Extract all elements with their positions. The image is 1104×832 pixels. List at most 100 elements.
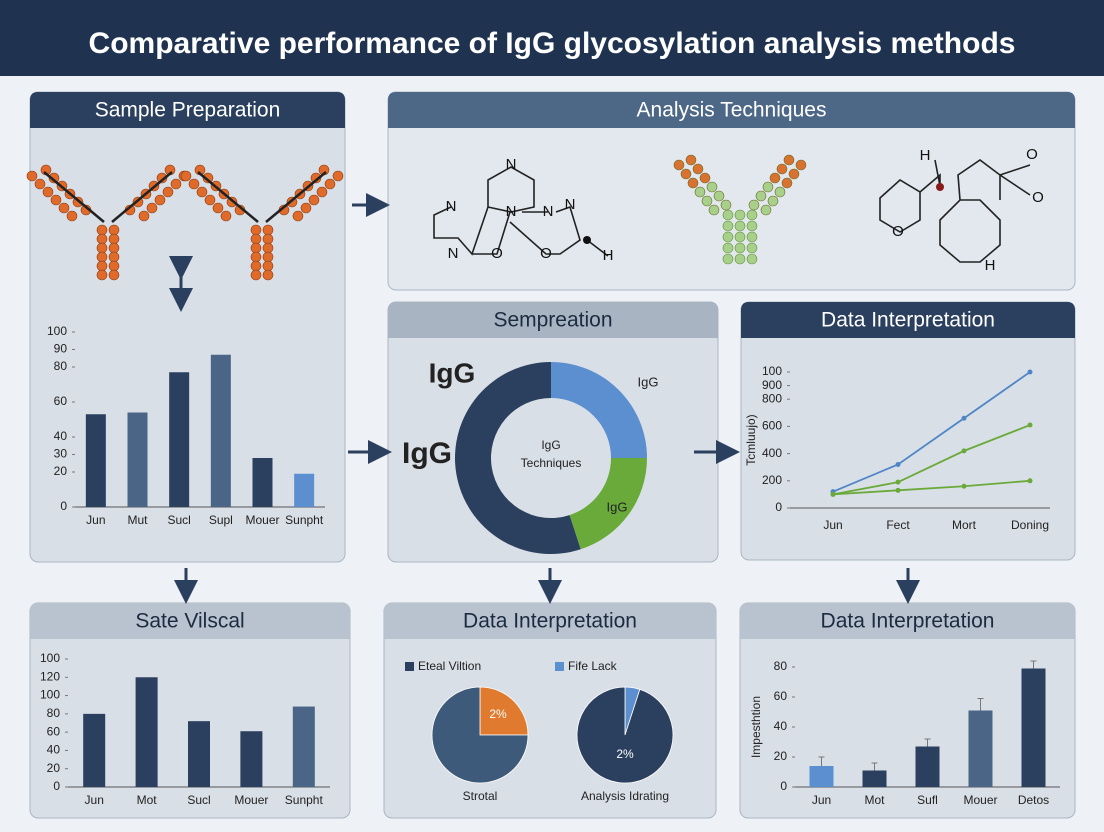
y-tick-label: 40 [774,719,788,733]
antibody-bead [96,233,108,245]
x-tick-label: Sunpht [285,513,324,527]
point [961,448,967,454]
line [832,424,1031,496]
point [895,487,901,493]
antibody-bead [138,210,150,222]
antibody-bead [699,172,711,184]
y-tick-label: 60 [47,724,61,738]
panel-title: Data Interpretation [463,610,637,633]
antibody-bead [722,231,734,243]
pie-slice [479,686,529,736]
y-tick-label: 60 [774,689,788,703]
bar [1021,668,1046,787]
bar [85,414,106,507]
legend-swatch [405,662,414,671]
pie-annotation: 2% [616,747,634,761]
x-tick-label: Mort [952,518,977,532]
antibody-bead [262,260,274,272]
antibody-bead [96,251,108,263]
antibody-bead [250,260,262,272]
antibody-bead [188,178,200,190]
y-tick-label: 20 [54,464,68,478]
x-tick-label: Jun [85,793,104,807]
antibody-bead [154,194,166,206]
panel-header [388,92,1075,128]
antibody-bead [722,242,734,254]
legend-label: Eteal Viltion [418,659,481,673]
antibody-bead [202,172,214,184]
x-tick-label: Sufl [917,793,938,807]
antibody-bead [762,181,774,193]
antibody-bead [96,242,108,254]
y-tick-label: 20 [774,749,788,763]
panel-header [30,92,345,128]
x-tick-label: Mouer [234,793,268,807]
error-bar [871,762,878,771]
page-title: Comparative performance of IgG glycosyla… [89,27,1016,60]
antibody-bead [701,195,713,207]
antibody [673,154,807,265]
point [830,491,836,497]
panel-title: Sate Vilscal [135,610,244,633]
antibody-bead [776,163,788,175]
x-tick-label: Fect [886,518,910,532]
antibody-bead [26,170,38,182]
pie-label: Strotal [463,789,498,803]
antibody-bead [156,172,168,184]
antibody-bead [262,269,274,281]
atom: O [491,245,503,262]
antibody-bead [250,251,262,263]
x-tick-label: Mot [137,793,158,807]
antibody-bead [680,168,692,180]
flow-arrows [169,193,920,604]
antibody-bead [300,202,312,214]
antibody-chain [111,171,173,223]
antibody-bead [262,242,274,254]
error-bar [1030,660,1037,669]
panel-header [384,603,716,639]
atom: N [506,203,517,220]
antibody-bead [324,178,336,190]
antibody-bead [308,194,320,206]
point [961,483,967,489]
bar [127,412,148,507]
antibody-bead [722,209,734,221]
pie-slice [431,686,529,784]
y-tick-label: 600 [762,419,782,433]
panel-title: Analysis Techniques [637,99,827,122]
antibody-bead [250,242,262,254]
y-tick-label: 120 [40,669,60,683]
antibody-bead [204,194,216,206]
antibody-bead [262,224,274,236]
antibody-bead [50,194,62,206]
panel-title: Data Interpretation [821,309,995,332]
bar [862,770,887,787]
center-label: IgG [541,438,560,452]
antibody-bead [108,233,120,245]
antibody-bead [250,224,262,236]
antibody-bead [250,233,262,245]
antibody-bead [774,186,786,198]
antibody-bead [746,242,758,254]
antibody-bead [108,224,120,236]
segment-label: IgG [607,499,628,514]
y-tick-label: 60 [54,394,68,408]
y-axis-label: Impesthtion [749,696,763,758]
antibody-bead [746,209,758,221]
antibody-chain [197,171,259,223]
antibody-bead [767,195,779,207]
antibody-bead [746,231,758,243]
atom-dot [936,183,944,191]
y-tick-label: 0 [780,779,787,793]
y-axis-label: Tcmluujo) [744,414,758,465]
antibody-bead [746,220,758,232]
antibody-bead [694,186,706,198]
header-band [0,0,1104,76]
x-tick-label: Sucl [167,513,190,527]
antibody-bead [713,190,725,202]
bar [135,677,158,787]
pie-annotation: 2% [489,707,507,721]
y-tick-label: 40 [47,743,61,757]
antibody-bead [706,181,718,193]
